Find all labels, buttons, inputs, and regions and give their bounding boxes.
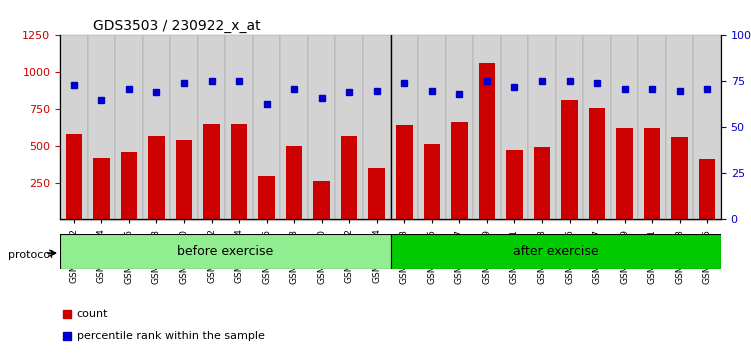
Bar — [396, 125, 412, 219]
FancyBboxPatch shape — [391, 35, 418, 219]
Bar — [313, 181, 330, 219]
Text: after exercise: after exercise — [513, 245, 599, 258]
FancyBboxPatch shape — [225, 35, 253, 219]
Bar — [506, 150, 523, 219]
FancyBboxPatch shape — [60, 234, 391, 269]
Text: percentile rank within the sample: percentile rank within the sample — [77, 331, 264, 341]
Bar — [589, 108, 605, 219]
Bar — [478, 63, 495, 219]
Text: count: count — [77, 309, 108, 319]
FancyBboxPatch shape — [528, 35, 556, 219]
Text: before exercise: before exercise — [177, 245, 273, 258]
Bar — [258, 176, 275, 219]
FancyBboxPatch shape — [391, 234, 721, 269]
FancyBboxPatch shape — [638, 35, 666, 219]
Bar — [369, 168, 385, 219]
Bar — [341, 136, 357, 219]
FancyBboxPatch shape — [336, 35, 363, 219]
FancyBboxPatch shape — [280, 35, 308, 219]
Bar — [424, 144, 440, 219]
Bar — [65, 134, 82, 219]
FancyBboxPatch shape — [363, 35, 391, 219]
FancyBboxPatch shape — [445, 35, 473, 219]
FancyBboxPatch shape — [473, 35, 501, 219]
FancyBboxPatch shape — [611, 35, 638, 219]
FancyBboxPatch shape — [666, 35, 693, 219]
Text: protocol: protocol — [8, 250, 53, 260]
Bar — [176, 140, 192, 219]
FancyBboxPatch shape — [60, 35, 88, 219]
Bar — [671, 137, 688, 219]
Bar — [534, 147, 550, 219]
Bar — [561, 100, 578, 219]
FancyBboxPatch shape — [253, 35, 280, 219]
Bar — [204, 124, 220, 219]
FancyBboxPatch shape — [198, 35, 225, 219]
Bar — [644, 128, 660, 219]
FancyBboxPatch shape — [584, 35, 611, 219]
Bar — [286, 146, 303, 219]
FancyBboxPatch shape — [88, 35, 115, 219]
FancyBboxPatch shape — [693, 35, 721, 219]
Text: GDS3503 / 230922_x_at: GDS3503 / 230922_x_at — [93, 19, 261, 33]
Bar — [231, 124, 247, 219]
Bar — [93, 158, 110, 219]
FancyBboxPatch shape — [501, 35, 528, 219]
FancyBboxPatch shape — [143, 35, 170, 219]
Bar — [148, 136, 164, 219]
FancyBboxPatch shape — [556, 35, 584, 219]
FancyBboxPatch shape — [170, 35, 198, 219]
FancyBboxPatch shape — [418, 35, 445, 219]
Bar — [617, 128, 633, 219]
FancyBboxPatch shape — [115, 35, 143, 219]
Bar — [121, 152, 137, 219]
FancyBboxPatch shape — [308, 35, 336, 219]
Bar — [451, 122, 468, 219]
Bar — [699, 159, 716, 219]
